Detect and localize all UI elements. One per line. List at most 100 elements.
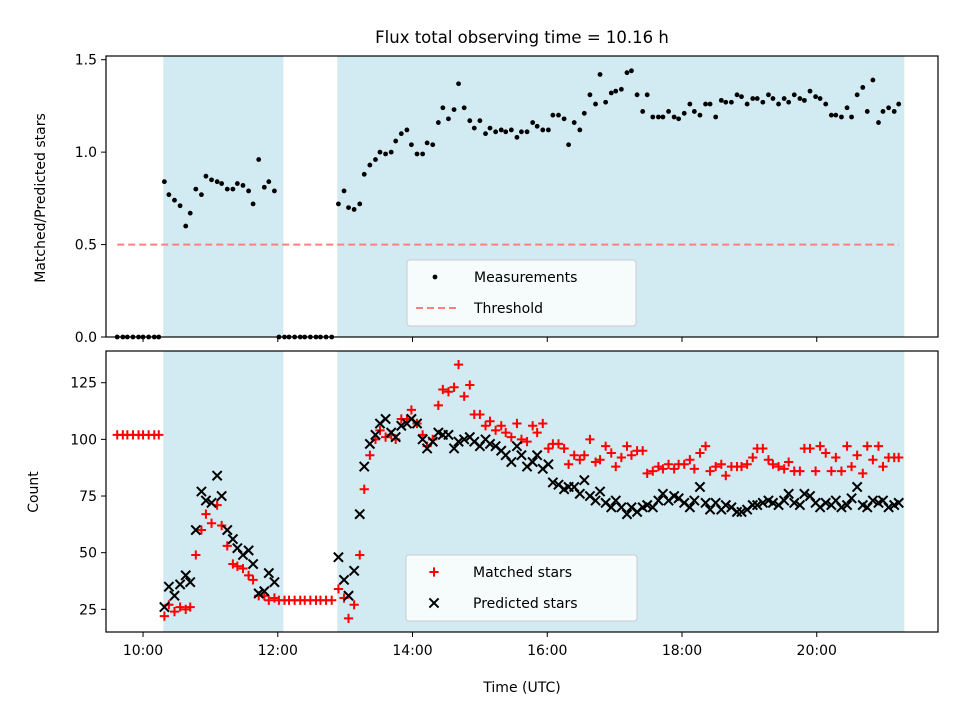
measurements-point-137 <box>833 112 839 118</box>
measurements-point-81 <box>540 127 546 133</box>
legend-swatch-matched-stars <box>429 567 439 577</box>
matched-stars-point-64 <box>449 382 459 392</box>
measurements-point-118 <box>734 92 740 98</box>
matched-stars-point-67 <box>465 380 475 390</box>
predicted-stars-point-68 <box>574 488 586 500</box>
measurements-point-47 <box>361 171 367 177</box>
measurements-point-11 <box>172 197 177 203</box>
predicted-stars-point-4 <box>180 570 192 581</box>
measurements-point-145 <box>876 120 881 125</box>
measurements-point-59 <box>424 140 430 146</box>
measurements-point-140 <box>849 114 854 120</box>
predicted-stars-point-59 <box>527 456 538 468</box>
xtick-label: 18:00 <box>662 643 702 659</box>
measurements-point-18 <box>209 177 214 183</box>
measurements-point-71 <box>487 125 493 131</box>
measurements-point-121 <box>750 96 756 101</box>
measurements-point-60 <box>430 142 436 148</box>
predicted-stars-point-89 <box>684 502 696 513</box>
measurements-point-147 <box>886 105 891 111</box>
measurements-point-52 <box>388 149 394 155</box>
predicted-stars-point-129 <box>893 497 905 509</box>
matched-stars-point-134 <box>815 441 825 451</box>
legend-label-matched-stars: Matched stars <box>473 565 572 581</box>
measurements-point-42 <box>336 201 341 207</box>
measurements-point-58 <box>420 151 426 157</box>
measurements-point-68 <box>471 125 477 131</box>
predicted-stars-point-23 <box>338 574 350 586</box>
matched-stars-point-23 <box>232 561 242 571</box>
matched-stars-point-75 <box>506 432 516 442</box>
predicted-stars-point-91 <box>694 481 706 493</box>
predicted-stars-point-69 <box>579 474 590 486</box>
measurements-point-69 <box>477 118 483 124</box>
measurements-point-29 <box>266 179 272 185</box>
legend: Measurements Threshold <box>406 259 637 327</box>
matched-stars-point-94 <box>606 448 616 458</box>
matched-stars-point-46 <box>355 550 365 560</box>
legend-box <box>406 259 637 327</box>
measurements-point-72 <box>493 129 499 135</box>
matched-stars-point-93 <box>601 441 611 451</box>
predicted-stars-point-6 <box>190 524 202 536</box>
measurements-point-45 <box>351 207 357 212</box>
measurements-point-61 <box>435 120 441 125</box>
measurements-point-77 <box>519 129 524 135</box>
matched-stars-point-12 <box>175 602 185 612</box>
measurements-point-128 <box>786 99 792 105</box>
predicted-stars-point-16 <box>243 545 254 556</box>
ytick-label: 1.5 <box>75 53 97 69</box>
matched-stars-point-112 <box>700 441 711 451</box>
chart-title: Flux total observing time = 10.16 h <box>375 28 669 47</box>
matched-stars-point-81 <box>538 418 548 429</box>
measurements-point-102 <box>650 114 656 120</box>
matched-stars-point-73 <box>496 421 506 431</box>
shaded-interval-0 <box>163 351 284 632</box>
measurements-point-114 <box>713 114 719 120</box>
predicted-stars-point-40 <box>427 436 439 447</box>
matched-stars-point-101 <box>642 468 652 478</box>
measurements-point-19 <box>214 179 220 185</box>
matched-stars-point-92 <box>595 455 605 465</box>
matched-stars-point-130 <box>795 466 805 476</box>
matched-stars-point-51 <box>380 432 391 442</box>
measurements-point-26 <box>250 201 256 207</box>
ytick-label: 0.5 <box>75 238 97 254</box>
matched-stars-point-102 <box>648 466 658 476</box>
measurements-point-99 <box>634 92 640 98</box>
predicted-stars-point-26 <box>354 508 366 520</box>
predicted-stars-point-1 <box>163 581 175 592</box>
measurements-point-149 <box>896 101 902 107</box>
measurements-point-76 <box>514 134 520 140</box>
measurements-point-30 <box>272 188 277 194</box>
measurements-point-13 <box>183 223 189 229</box>
matched-stars-point-29 <box>264 595 274 605</box>
matched-stars-point-114 <box>711 461 721 472</box>
top-ylabel: Matched/Predicted stars <box>33 113 49 283</box>
measurements-point-143 <box>864 109 870 114</box>
predicted-stars-point-72 <box>594 486 606 497</box>
measurements-point-63 <box>446 116 451 122</box>
matched-stars-point-138 <box>836 466 847 476</box>
matched-stars-point-17 <box>201 509 211 519</box>
measurements-point-111 <box>697 112 703 118</box>
legend-label-threshold: Threshold <box>473 301 543 317</box>
measurements-point-139 <box>844 105 850 111</box>
predicted-stars-point-60 <box>531 449 543 461</box>
predicted-stars-point-25 <box>348 565 360 577</box>
measurements-point-116 <box>723 99 729 105</box>
axes-frame <box>105 55 939 338</box>
predicted-stars-point-102 <box>751 499 763 511</box>
predicted-stars-point-34 <box>395 420 407 432</box>
matched-stars-point-97 <box>622 441 632 451</box>
matched-stars-point-125 <box>768 459 778 469</box>
matched-stars-point-136 <box>826 466 836 476</box>
measurements-point-135 <box>823 101 829 107</box>
matched-stars-point-71 <box>485 416 495 426</box>
predicted-stars-point-44 <box>448 443 460 454</box>
measurements-point-92 <box>597 72 603 77</box>
legend: Matched stars Predicted stars <box>405 554 638 622</box>
predicted-stars-point-10 <box>211 470 223 481</box>
measurements-point-16 <box>199 192 204 198</box>
matched-stars-point-119 <box>736 461 747 472</box>
